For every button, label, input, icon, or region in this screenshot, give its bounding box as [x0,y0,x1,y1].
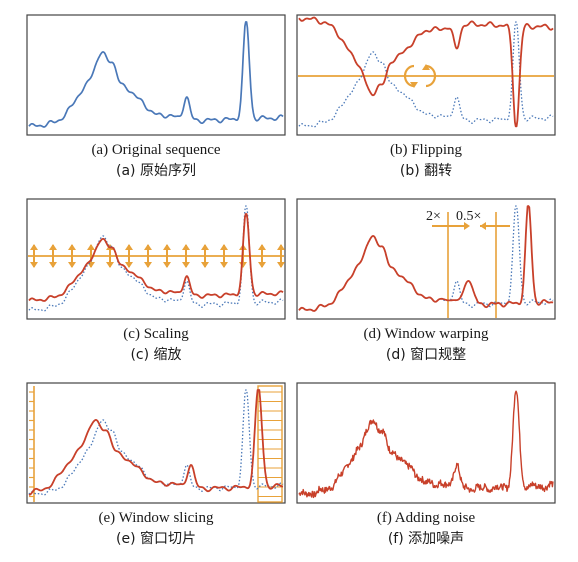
arrow-up-icon [30,244,38,250]
slice-region-right [257,385,283,503]
arrow-down-icon [182,262,190,268]
plot-frame [296,382,556,504]
arrow-left-icon [480,222,486,230]
rotate-arrow-left [403,64,415,88]
arrow-up-icon [220,244,228,250]
caption-zh: (f) 添加噪声 [387,531,465,547]
plot-frame [26,14,286,136]
arrow-down-icon [125,262,133,268]
arrow-down-icon [68,262,76,268]
plot-a-svg [26,14,286,136]
arrow-down-icon [49,262,57,268]
arrow-down-icon [220,262,228,268]
arrow-up-icon [144,244,152,250]
warp-label-2x: 2× [426,209,441,224]
panel-adding-noise: (f) Adding noise (f) 添加噪声 [296,382,556,562]
series-original [28,21,284,128]
arrow-up-icon [163,244,171,250]
arrow-down-icon [144,262,152,268]
plot-c-svg [26,198,286,320]
arrow-down-icon [163,262,171,268]
plot-scaling [26,198,286,320]
series-flipped [298,16,554,128]
caption-en: (a) Original sequence [91,142,221,158]
arrow-up-icon [277,244,285,250]
plot-d-svg: 2× 0.5× [296,198,556,320]
series-sliced [28,389,284,496]
caption-zh: (a) 原始序列 [116,163,196,179]
arrow-up-icon [182,244,190,250]
rotate-arrowhead-icon [410,82,418,88]
panel-scaling: (c) Scaling (c) 缩放 [26,198,286,378]
series-warped [298,205,554,312]
arrow-up-icon [258,244,266,250]
panel-flipping: (b) Flipping (b) 翻转 [296,14,556,194]
arrow-down-icon [258,262,266,268]
plot-flipping [296,14,556,136]
arrow-down-icon [30,262,38,268]
series-scaled [28,213,284,302]
series-original-dotted [28,205,284,312]
arrow-right-icon [464,222,470,230]
series-original-dotted [28,389,284,496]
panel-original-sequence: (a) Original sequence (a) 原始序列 [26,14,286,194]
plot-window-warping: 2× 0.5× [296,198,556,320]
caption-en: (d) Window warping [363,326,489,342]
plot-b-svg [296,14,556,136]
plot-e-svg [26,382,286,504]
arrow-up-icon [201,244,209,250]
arrow-down-icon [201,262,209,268]
series-noisy [298,390,554,499]
plot-adding-noise [296,382,556,504]
panel-window-slicing: (e) Window slicing (e) 窗口切片 [26,382,286,562]
caption-en: (c) Scaling [123,326,189,342]
caption-zh: (e) 窗口切片 [116,531,196,547]
arrow-up-icon [125,244,133,250]
caption-en: (f) Adding noise [376,510,476,526]
arrow-up-icon [49,244,57,250]
plot-frame [26,382,286,504]
caption-zh: (b) 翻转 [399,163,453,179]
plot-f-svg [296,382,556,504]
series-original-dotted [298,21,554,128]
warp-label-half: 0.5× [456,209,481,224]
arrow-up-icon [68,244,76,250]
caption-en: (b) Flipping [389,142,463,158]
caption-zh: (d) 窗口规整 [385,347,467,363]
plot-window-slicing [26,382,286,504]
rotate-arrow-right [425,64,437,88]
rotate-arrowhead-icon [422,64,430,70]
plot-frame [26,198,286,320]
arrow-down-icon [239,262,247,268]
arrow-down-icon [277,262,285,268]
plot-original [26,14,286,136]
arrow-up-icon [87,244,95,250]
plot-frame [296,198,556,320]
panel-window-warping: 2× 0.5× (d) Window warping (d) 窗口规整 [296,198,556,378]
caption-en: (e) Window slicing [98,510,214,526]
plot-frame [296,14,556,136]
caption-zh: (c) 缩放 [130,347,182,363]
arrow-down-icon [106,262,114,268]
